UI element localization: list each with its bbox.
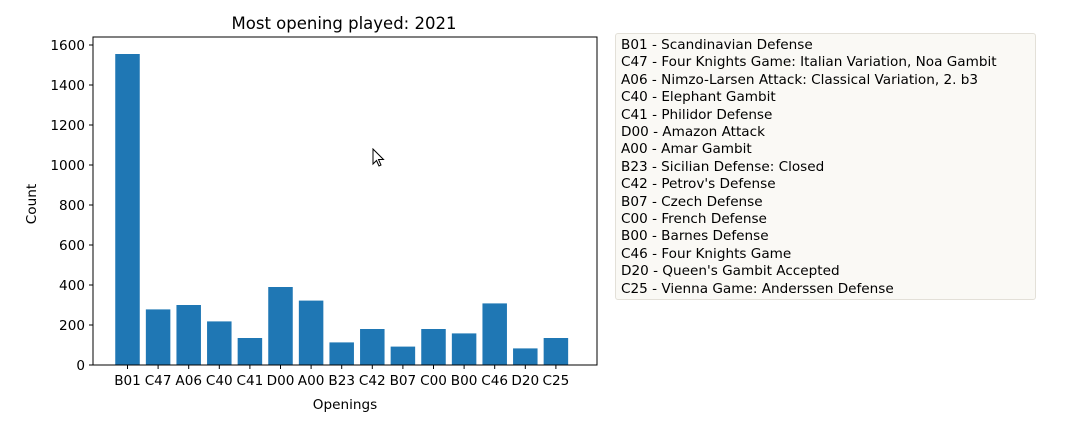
x-axis-label: Openings (313, 397, 377, 413)
legend-entry-b01: B01 - Scandinavian Defense (621, 37, 813, 53)
y-tick-label: 1200 (50, 118, 85, 134)
bar-b00 (451, 333, 477, 365)
y-tick-label: 800 (59, 198, 85, 214)
arrow-cursor-icon (372, 147, 386, 172)
legend-entry-b23: B23 - Sicilian Defense: Closed (621, 158, 825, 175)
x-tick-label: B23 (328, 373, 355, 389)
bar-a06 (176, 305, 201, 365)
legend-entry-c47: C47 - Four Knights Game: Italian Variati… (621, 54, 997, 71)
legend-entry-c25: C25 - Vienna Game: Anderssen Defense (621, 280, 894, 297)
legend-entry-b07: B07 - Czech Defense (621, 193, 763, 210)
bar-d20 (513, 348, 538, 365)
legend-entry-c40: C40 - Elephant Gambit (621, 89, 776, 106)
bar-b23 (329, 342, 354, 365)
bar-c40 (207, 321, 232, 365)
bar-b07 (390, 346, 416, 365)
bar-c47 (145, 309, 171, 365)
bar-a00 (298, 300, 324, 365)
y-tick-label: 1000 (50, 158, 85, 174)
legend-entry-d20: D20 - Queen's Gambit Accepted (621, 263, 840, 280)
legend-entry-c00: C00 - French Defense (621, 211, 767, 228)
x-tick-label: C46 (481, 373, 508, 389)
x-tick-label: C41 (237, 373, 264, 389)
x-tick-label: C25 (543, 373, 570, 389)
y-axis-label: Count (24, 184, 40, 224)
bar-c41 (237, 338, 263, 365)
legend-entry-d00: D00 - Amazon Attack (621, 124, 765, 141)
bar-c42 (360, 329, 385, 365)
y-axis: 0 200 400 600 800 1000 1200 1400 1600 (50, 38, 93, 374)
legend-entry-c46: C46 - Four Knights Game (621, 245, 792, 262)
x-tick-label: B00 (451, 373, 478, 389)
bar-c00 (421, 329, 446, 365)
y-tick-label: 200 (59, 318, 85, 334)
legend-list: B01 - Scandinavian Defense C47 - Four Kni… (621, 37, 1035, 298)
x-tick-label: B07 (390, 373, 417, 389)
bar-c46 (482, 303, 507, 365)
x-tick-label: B01 (114, 373, 141, 389)
legend: B01 - Scandinavian Defense C47 - Four Kni… (615, 33, 1036, 300)
x-tick-label: A00 (298, 373, 325, 389)
x-tick-label: D00 (267, 373, 295, 389)
bar-b01 (115, 54, 140, 365)
x-tick-label: A06 (175, 373, 202, 389)
bar-d00 (268, 287, 293, 365)
y-tick-label: 400 (59, 278, 85, 294)
legend-entry-a06: A06 - Nimzo-Larsen Attack: Classical Var… (621, 71, 979, 88)
x-axis: B01 C47 A06 C40 C41 D00 A00 B23 C42 B07 C00 B00 C46 D… (114, 365, 569, 389)
bars-group (115, 54, 569, 365)
legend-entry-c41: C41 - Philidor Defense (621, 106, 773, 123)
x-tick-label: C42 (359, 373, 386, 389)
legend-entry-a00: A00 - Amar Gambit (621, 141, 752, 158)
bar-c25 (543, 338, 569, 365)
chart-title: Most opening played: 2021 (232, 14, 457, 33)
y-tick-label: 600 (59, 238, 85, 254)
x-tick-label: C40 (206, 373, 233, 389)
y-tick-label: 0 (76, 358, 85, 374)
x-tick-label: C47 (145, 373, 172, 389)
legend-entry-b00: B00 - Barnes Defense (621, 228, 769, 245)
x-tick-label: C00 (420, 373, 447, 389)
y-tick-label: 1600 (50, 38, 85, 54)
x-tick-label: D20 (511, 373, 539, 389)
y-tick-label: 1400 (50, 78, 85, 94)
plot-frame (92, 36, 598, 366)
legend-entry-c42: C42 - Petrov's Defense (621, 176, 776, 193)
